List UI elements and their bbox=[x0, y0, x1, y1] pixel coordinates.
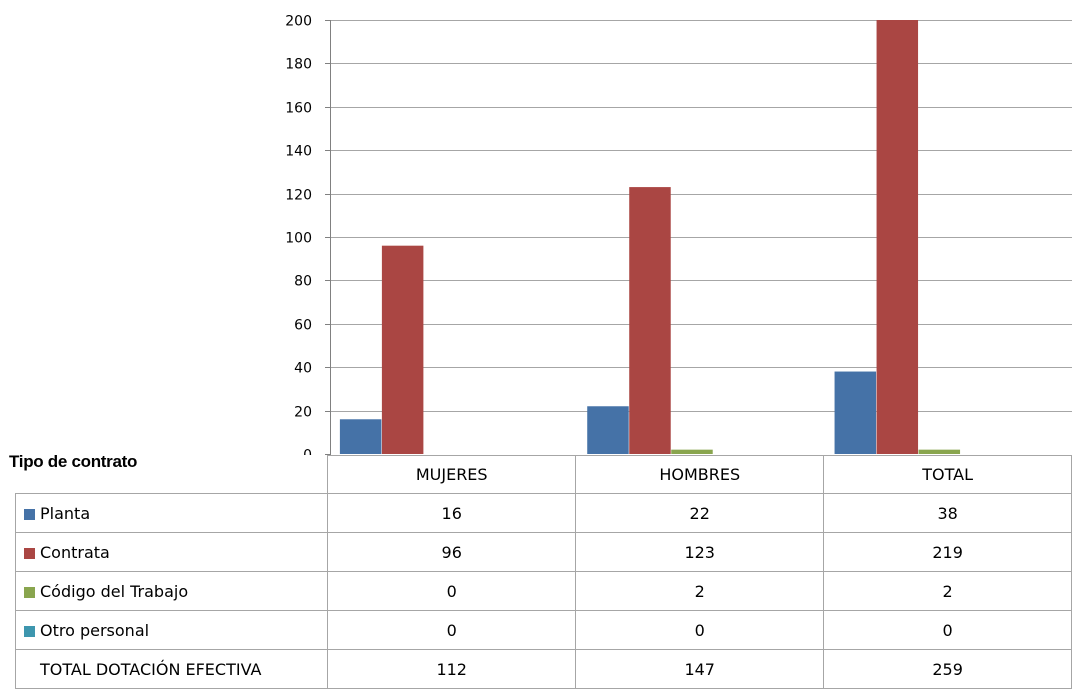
data-cell: 123 bbox=[575, 532, 825, 572]
table-corner bbox=[15, 455, 329, 494]
data-cell: 22 bbox=[575, 493, 825, 533]
y-tick-label: 180 bbox=[285, 57, 312, 73]
bar bbox=[834, 371, 877, 454]
bar bbox=[587, 406, 629, 454]
bars bbox=[339, 20, 961, 454]
bar bbox=[876, 20, 919, 454]
series-name: TOTAL DOTACIÓN EFECTIVA bbox=[40, 659, 262, 679]
bar-chart: 0 20 40 60 80 100 120 140 160 180 200 bbox=[285, 14, 1072, 456]
legend-swatch bbox=[24, 547, 35, 559]
data-cell: 2 bbox=[575, 571, 825, 611]
data-cell: 219 bbox=[823, 532, 1072, 572]
data-cell: 0 bbox=[327, 610, 577, 650]
table-row: TOTAL DOTACIÓN EFECTIVA 112 147 259 bbox=[14, 649, 1072, 689]
y-tick-label: 160 bbox=[285, 101, 312, 117]
y-tick-label: 60 bbox=[294, 318, 312, 334]
row-label: Contrata bbox=[14, 532, 329, 572]
series-name: Contrata bbox=[40, 542, 110, 562]
category-label: TOTAL bbox=[823, 455, 1072, 494]
bar bbox=[918, 449, 961, 454]
y-tick-label: 140 bbox=[285, 144, 312, 160]
category-label: HOMBRES bbox=[575, 455, 825, 494]
y-tick-label: 40 bbox=[294, 361, 312, 377]
legend-swatch bbox=[24, 508, 35, 520]
data-cell: 2 bbox=[823, 571, 1072, 611]
bar bbox=[629, 187, 671, 454]
data-cell: 0 bbox=[823, 610, 1072, 650]
data-cell: 0 bbox=[327, 571, 577, 611]
series-name: Otro personal bbox=[40, 620, 150, 640]
row-label: Código del Trabajo bbox=[14, 571, 329, 611]
gridlines bbox=[330, 20, 1072, 412]
data-table: MUJERES HOMBRES TOTAL Planta 16 22 38 Contrata 9… bbox=[14, 455, 1072, 689]
y-tick-label: 120 bbox=[285, 188, 312, 204]
data-cell: 96 bbox=[327, 532, 577, 572]
series-name: Código del Trabajo bbox=[40, 581, 189, 601]
y-tick-label: 80 bbox=[294, 274, 312, 290]
series-name: Planta bbox=[40, 503, 91, 523]
table-row: Contrata 96 123 219 bbox=[14, 532, 1072, 572]
legend-swatch bbox=[24, 625, 35, 637]
bar bbox=[381, 245, 424, 454]
bar bbox=[671, 449, 713, 454]
bar bbox=[339, 419, 382, 454]
y-tick-label: 0 bbox=[303, 448, 312, 456]
data-cell: 259 bbox=[823, 649, 1072, 689]
y-tick-label: 100 bbox=[285, 231, 312, 247]
y-axis-ticks: 0 20 40 60 80 100 120 140 160 180 200 bbox=[285, 14, 330, 456]
legend-swatch bbox=[24, 586, 35, 598]
category-label: MUJERES bbox=[327, 455, 577, 494]
row-label: Planta bbox=[14, 493, 329, 533]
data-cell: 0 bbox=[575, 610, 825, 650]
table-row: Código del Trabajo 0 2 2 bbox=[14, 571, 1072, 611]
table-row: Otro personal 0 0 0 bbox=[14, 610, 1072, 650]
data-cell: 16 bbox=[327, 493, 577, 533]
data-cell: 147 bbox=[575, 649, 825, 689]
data-cell: 112 bbox=[327, 649, 577, 689]
data-cell: 38 bbox=[823, 493, 1072, 533]
table-row: Planta 16 22 38 bbox=[14, 493, 1072, 533]
y-tick-label: 20 bbox=[294, 405, 312, 421]
y-tick-label: 200 bbox=[285, 14, 312, 30]
row-label: TOTAL DOTACIÓN EFECTIVA bbox=[14, 649, 329, 689]
row-label: Otro personal bbox=[14, 610, 329, 650]
